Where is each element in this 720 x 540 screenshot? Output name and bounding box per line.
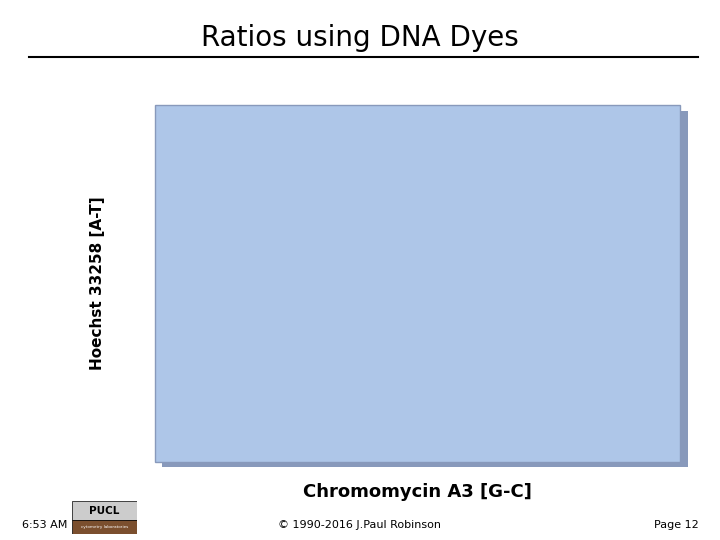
Ellipse shape xyxy=(185,226,193,269)
Ellipse shape xyxy=(174,170,203,326)
Ellipse shape xyxy=(256,347,284,420)
Text: K.pneumoniae CDC II: K.pneumoniae CDC II xyxy=(376,277,523,290)
Ellipse shape xyxy=(248,327,292,439)
Text: © 1990-2016 J.Paul Robinson: © 1990-2016 J.Paul Robinson xyxy=(279,520,441,530)
Bar xyxy=(72,501,137,520)
Ellipse shape xyxy=(179,190,199,306)
Ellipse shape xyxy=(264,366,277,401)
Ellipse shape xyxy=(167,127,211,369)
Text: Chromomycin A3 [G-C]: Chromomycin A3 [G-C] xyxy=(303,483,532,501)
Ellipse shape xyxy=(187,238,191,258)
Ellipse shape xyxy=(266,373,274,393)
Ellipse shape xyxy=(253,338,288,429)
Text: Ratios using DNA Dyes: Ratios using DNA Dyes xyxy=(201,24,519,52)
Text: cytometry laboratories: cytometry laboratories xyxy=(81,525,128,529)
Text: Hoechst 33258 [A-T]: Hoechst 33258 [A-T] xyxy=(90,197,104,370)
Text: S.aureus ATCC 12600: S.aureus ATCC 12600 xyxy=(239,134,389,147)
Text: 6:53 AM: 6:53 AM xyxy=(22,520,67,530)
Text: Page 12: Page 12 xyxy=(654,520,698,530)
Ellipse shape xyxy=(171,149,207,347)
Text: PUCL: PUCL xyxy=(89,505,120,516)
Bar xyxy=(72,520,137,534)
Ellipse shape xyxy=(269,379,272,388)
Ellipse shape xyxy=(182,209,196,287)
Ellipse shape xyxy=(260,356,281,410)
